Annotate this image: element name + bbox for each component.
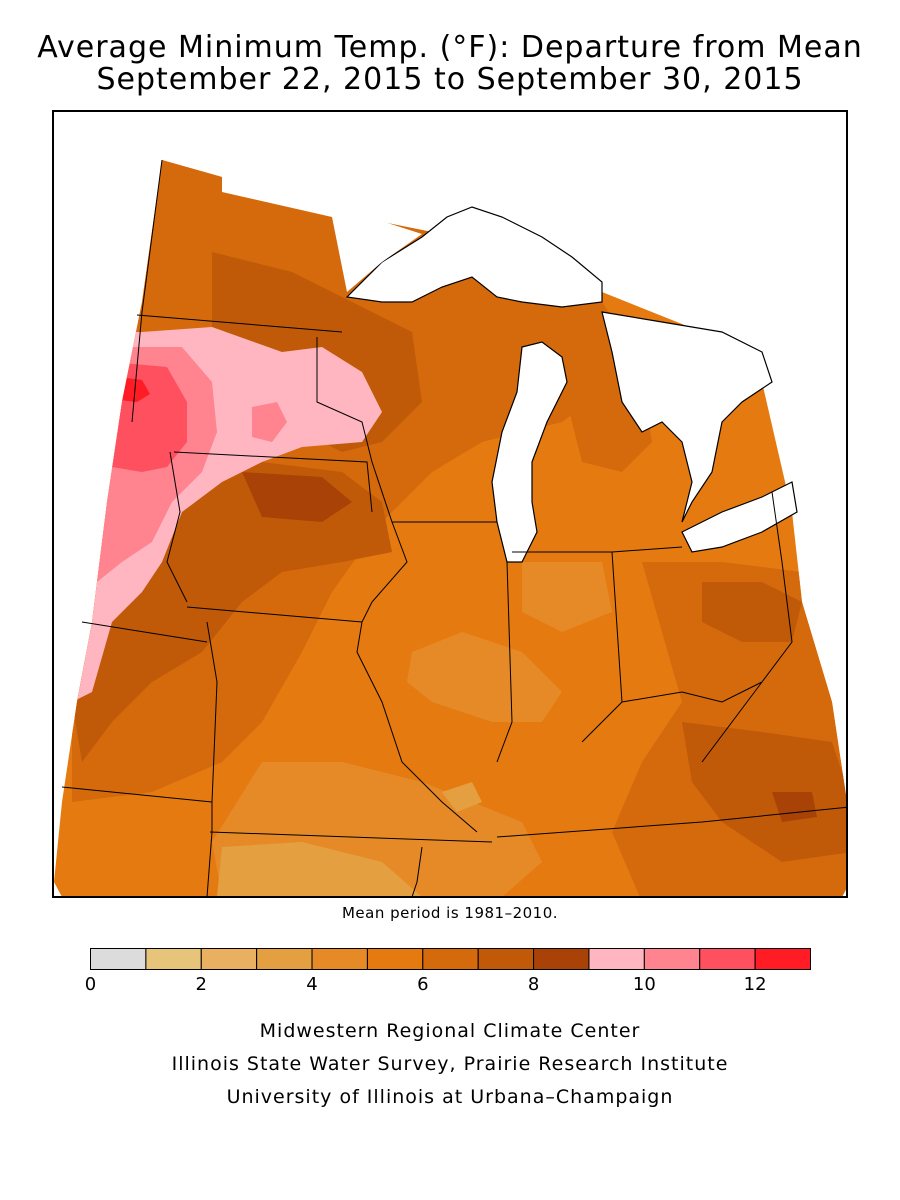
colorbar-tick-label: 8 [527, 974, 540, 995]
credit-line-1: Midwestern Regional Climate Center [259, 1020, 641, 1042]
map-frame [52, 110, 848, 898]
contour-3-4-illinois [442, 782, 482, 812]
midwest-map [54, 159, 846, 896]
lake-superior [345, 206, 603, 308]
colorbar-bin-10 [643, 948, 701, 970]
contour-3-4-missouri [217, 842, 422, 896]
lake-michigan [491, 341, 568, 563]
credit-line-3: University of Illinois at Urbana–Champai… [226, 1086, 674, 1108]
colorbar-bin-7 [477, 948, 535, 970]
contour-4-5-indiana [522, 562, 612, 632]
contour-10-11-minnesota [252, 402, 287, 442]
colorbar-bin-6 [422, 948, 479, 970]
credit-line-2: Illinois State Water Survey, Prairie Res… [171, 1053, 729, 1075]
colorbar-bin-2 [200, 948, 258, 970]
colorbar-tick-label: 12 [743, 974, 767, 995]
colorbar-bin-0 [90, 948, 147, 970]
colorbar-bin-8 [533, 948, 590, 970]
colorbar-bin-5 [366, 948, 424, 970]
colorbar-bin-9 [588, 948, 645, 970]
colorbar-bin-12 [754, 948, 811, 970]
map-title-line-1: Average Minimum Temp. (°F): Departure fr… [37, 30, 863, 65]
canada-north-area [222, 172, 422, 292]
lake-huron [601, 311, 773, 523]
lake-erie [681, 481, 798, 553]
colorbar-bin-1 [145, 948, 202, 970]
contour-8-9-iowa [242, 472, 352, 522]
colorbar-bin-3 [256, 948, 313, 970]
colorbar-bin-11 [699, 948, 756, 970]
colorbar-tick-label: 10 [632, 974, 656, 995]
contour-7-8-ohio [702, 582, 802, 642]
colorbar-tick-label: 0 [84, 974, 97, 995]
map-title-line-2: September 22, 2015 to September 30, 2015 [96, 62, 804, 97]
colorbar-tick-labels: 0 2 4 6 8 10 12 [0, 974, 900, 998]
colorbar-tick-label: 2 [195, 974, 207, 995]
state-boundaries [61, 159, 846, 896]
contour-4-5-illinois [407, 632, 562, 722]
mean-period-note: Mean period is 1981–2010. [341, 904, 559, 922]
colorbar-bin-4 [311, 948, 368, 970]
contour-8-9-kentucky [772, 792, 817, 822]
contour-7-8-kentucky-east [682, 722, 846, 862]
colorbar-tick-label: 6 [417, 974, 429, 995]
colorbar [90, 948, 811, 970]
colorbar-tick-label: 4 [306, 974, 318, 995]
